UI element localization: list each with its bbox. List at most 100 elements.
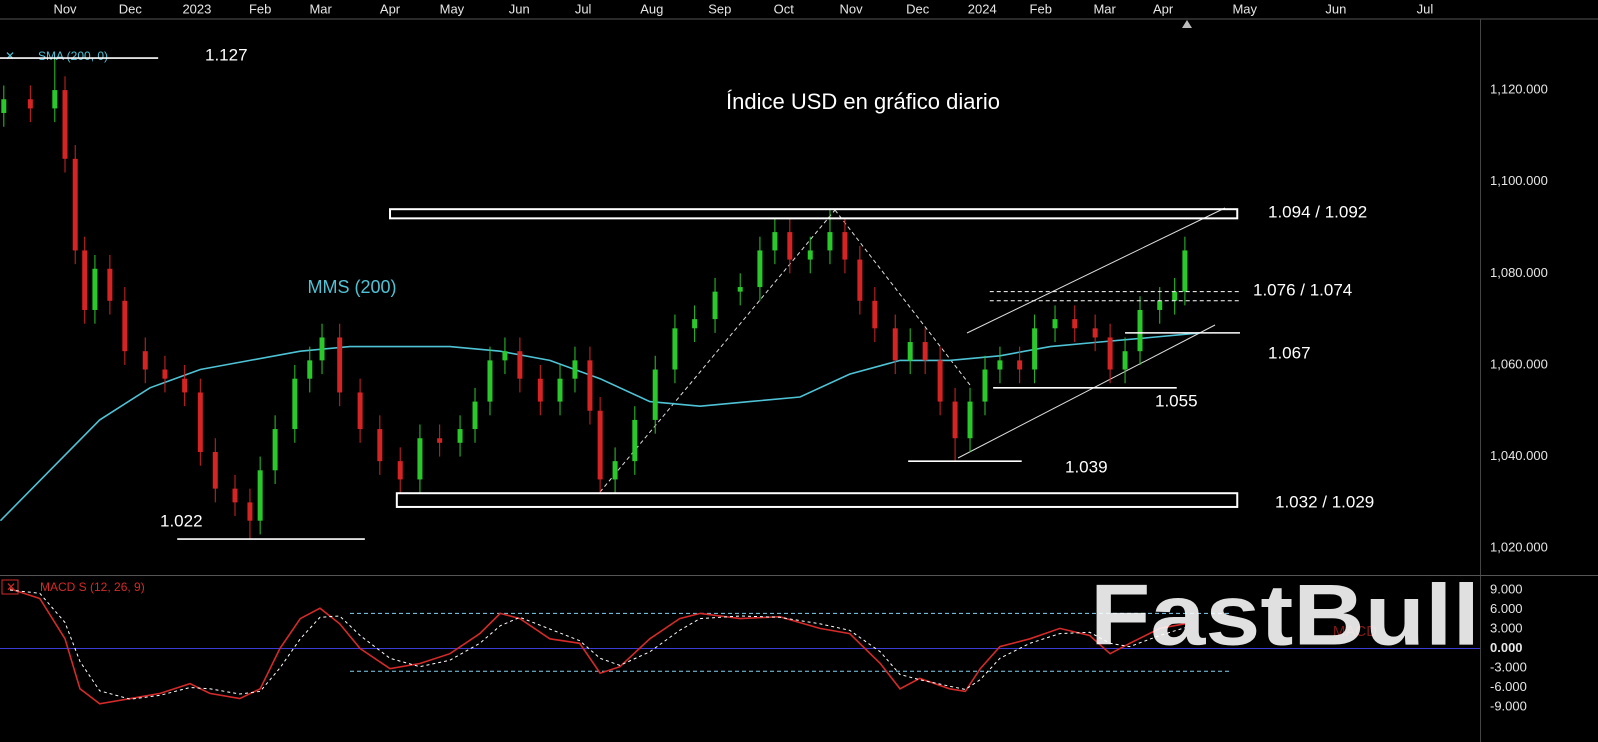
candle-body	[982, 369, 988, 402]
candle-body	[892, 328, 898, 361]
watermark: FastBull	[1090, 568, 1480, 664]
candle-body	[952, 401, 958, 439]
candle-body	[787, 232, 793, 260]
candle-body	[872, 300, 878, 329]
x-tick-label: Oct	[774, 1, 795, 16]
x-tick-label: Apr	[380, 1, 401, 16]
x-tick-label: Nov	[53, 1, 77, 16]
x-tick-label: Feb	[249, 1, 271, 16]
macd-indicator-label: MACD S (12, 26, 9)	[40, 580, 145, 594]
candle-body	[272, 429, 278, 471]
candle-body	[502, 351, 508, 361]
candle-body	[1172, 291, 1178, 301]
candle-body	[319, 337, 325, 361]
candle-body	[922, 342, 928, 361]
x-tick-label: Feb	[1030, 1, 1052, 16]
candle-body	[842, 232, 848, 260]
x-tick-label: Aug	[640, 1, 663, 16]
channel-upper	[966, 207, 1226, 334]
y-tick-label: 1,080.000	[1490, 265, 1548, 280]
candle-body	[52, 90, 58, 109]
candle-body	[357, 392, 363, 430]
current-marker	[1182, 20, 1192, 28]
x-tick-label: Mar	[309, 1, 332, 16]
candle-body	[487, 360, 493, 402]
candle-body	[632, 419, 638, 462]
x-tick-label: 2024	[968, 1, 997, 16]
candle-body	[1032, 328, 1038, 370]
candle-body	[197, 392, 203, 452]
candle-body	[437, 438, 443, 443]
y-tick-label: 1,040.000	[1490, 448, 1548, 463]
zone-box	[389, 208, 1239, 220]
candle-body	[737, 287, 743, 292]
x-tick-label: Sep	[708, 1, 731, 16]
x-tick-label: Jul	[1417, 1, 1434, 16]
candle-body	[232, 488, 238, 503]
macd-line	[9, 587, 1186, 705]
candle-body	[807, 250, 813, 260]
x-tick-label: Dec	[119, 1, 143, 16]
candle-body	[337, 337, 343, 393]
x-tick-label: Dec	[906, 1, 930, 16]
signal-line	[9, 589, 1186, 700]
candle-body	[757, 250, 763, 288]
zone-box	[395, 492, 1239, 508]
candle-body	[572, 360, 578, 379]
level-label: 1.067	[1268, 343, 1311, 362]
candle-body	[377, 429, 383, 462]
candle-body	[857, 259, 863, 301]
candle-body	[1092, 328, 1098, 338]
macd-close-icon[interactable]: ✕	[6, 580, 16, 594]
y-tick-label: 9.000	[1490, 581, 1523, 596]
candle-body	[417, 438, 423, 480]
candle-body	[457, 429, 463, 443]
candle-body	[692, 319, 698, 329]
candle-body	[62, 90, 68, 159]
x-tick-label: Nov	[839, 1, 863, 16]
candle-body	[772, 232, 778, 251]
level-label: 1.032 / 1.029	[1275, 492, 1374, 511]
candle-body	[587, 360, 593, 411]
trend-down	[834, 209, 971, 386]
macd-close-box[interactable]	[1, 579, 19, 595]
candle-body	[1, 99, 7, 113]
x-tick-label: Jul	[575, 1, 592, 16]
candle-body	[257, 470, 263, 521]
candle-body	[142, 351, 148, 370]
chart-title: Índice USD en gráfico diario	[726, 89, 1000, 114]
candle-body	[997, 360, 1003, 370]
level-label: 1.055	[1155, 391, 1198, 410]
candle-body	[292, 378, 298, 430]
y-tick-label: -9.000	[1490, 698, 1527, 713]
candle-body	[907, 342, 913, 361]
candle-body	[672, 328, 678, 370]
level-label: 1.076 / 1.074	[1253, 280, 1352, 299]
y-tick-label: 3.000	[1490, 620, 1523, 635]
candle-body	[27, 99, 33, 109]
candle-body	[247, 502, 253, 521]
y-tick-label: 6.000	[1490, 601, 1523, 616]
candle-body	[652, 369, 658, 420]
candle-body	[967, 401, 973, 439]
candle-body	[472, 401, 478, 430]
y-tick-label: -6.000	[1490, 679, 1527, 694]
level-label: 1.039	[1065, 457, 1108, 476]
close-icon[interactable]: ✕	[5, 49, 15, 63]
candle-body	[537, 378, 543, 402]
x-tick-label: Jun	[509, 1, 530, 16]
x-tick-label: Jun	[1325, 1, 1346, 16]
candle-body	[827, 232, 833, 251]
candle-body	[212, 451, 218, 489]
trend-up	[599, 209, 836, 493]
indicator-label: SMA (200, 0)	[38, 49, 108, 63]
candle-body	[162, 369, 168, 379]
y-tick-label: 0.000	[1490, 640, 1523, 655]
candle-body	[1137, 309, 1143, 352]
candle-body	[517, 351, 523, 379]
y-tick-label: 1,060.000	[1490, 356, 1548, 371]
level-label: 1.022	[160, 511, 203, 530]
